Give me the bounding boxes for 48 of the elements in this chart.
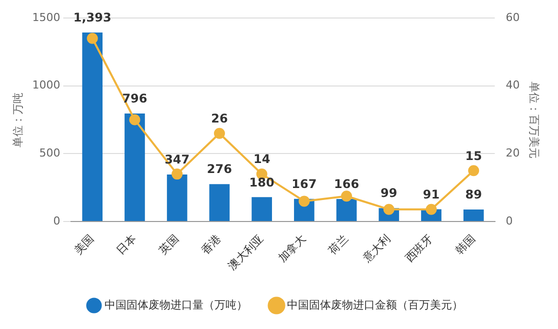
data-label: 347: [164, 152, 190, 167]
y2-tick-label: 40: [506, 78, 520, 92]
y-axis-title: 单位：万吨: [11, 92, 24, 148]
data-label: 91: [422, 187, 440, 202]
bar: [82, 32, 103, 222]
point: [298, 196, 310, 207]
point: [86, 32, 98, 44]
x-tick-label: 意大利: [360, 232, 394, 266]
x-tick-label: 韩国: [453, 232, 478, 257]
data-label: 14: [253, 152, 270, 166]
x-tick-label: 澳大利亚: [226, 232, 266, 272]
y2-tick-label: 0: [506, 214, 513, 228]
point: [172, 168, 183, 180]
point: [214, 128, 225, 139]
bar: [336, 199, 357, 222]
x-tick-label: 香港: [198, 232, 224, 257]
y2-axis-title: 单位：百万美元: [528, 81, 541, 158]
bar: [209, 184, 230, 222]
y-tick-label: 500: [39, 146, 60, 160]
data-label: 15: [465, 148, 482, 163]
legend-label: 中国固体废物进口量（万吨）: [104, 298, 248, 312]
x-tick-label: 荷兰: [326, 232, 351, 257]
legend-label: 中国固体废物进口金额（百万美元）: [287, 298, 463, 312]
data-label: 167: [292, 177, 317, 192]
data-label: 99: [380, 186, 398, 200]
y2-tick-label: 60: [506, 10, 520, 24]
data-label: 89: [465, 188, 482, 202]
data-label: 276: [206, 162, 232, 176]
x-tick-label: 英国: [156, 232, 182, 257]
x-tick-label: 美国: [72, 232, 97, 257]
point: [129, 114, 140, 126]
x-tick-label: 西班牙: [402, 232, 436, 265]
data-label: 26: [211, 111, 228, 126]
bar: [124, 114, 145, 222]
data-label: 166: [334, 177, 360, 192]
point: [341, 190, 352, 202]
x-tick-label: 日本: [114, 232, 139, 257]
x-tick-label: 加拿大: [276, 232, 308, 265]
y-tick-label: 1000: [32, 78, 60, 92]
bar: [463, 209, 484, 222]
y2-tick-label: 20: [506, 146, 520, 160]
bar: [252, 197, 272, 222]
y-tick-label: 0: [53, 214, 60, 228]
data-label: 180: [249, 175, 274, 190]
y-tick-label: 1500: [32, 10, 60, 24]
point: [468, 165, 480, 176]
bar: [166, 174, 188, 222]
data-label: 1,393: [73, 10, 112, 25]
